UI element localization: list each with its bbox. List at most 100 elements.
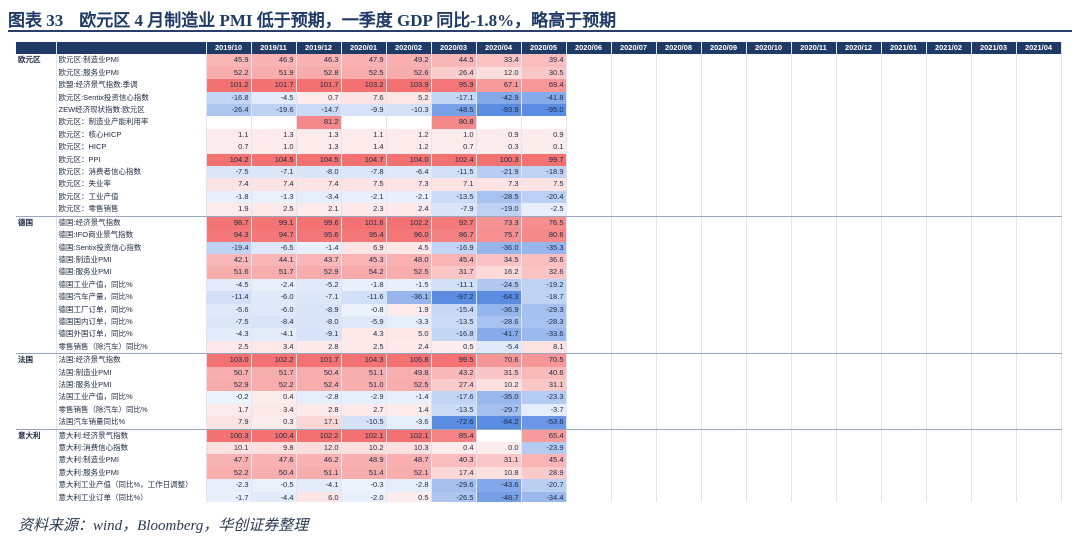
- value-cell: [566, 340, 612, 355]
- value-cell: [881, 229, 927, 242]
- value-cell: [566, 429, 612, 442]
- value-cell: [881, 328, 927, 341]
- value-cell: [746, 315, 792, 329]
- value-cell: 101.7: [296, 79, 342, 92]
- value-cell: [836, 391, 882, 404]
- value-cell: [656, 153, 702, 167]
- value-cell: [341, 116, 387, 129]
- value-cell: 48.0: [386, 253, 432, 267]
- value-cell: 100.3: [206, 429, 252, 442]
- value-cell: [566, 328, 612, 341]
- value-cell: [971, 229, 1017, 242]
- table-row: 德国:Sentix投资信心指数 -19.4 -6.5 -1.4 6.9 4.5 -16.9-…: [16, 241, 1062, 254]
- value-cell: [701, 366, 747, 379]
- value-cell: [746, 291, 792, 304]
- value-cell: [611, 378, 657, 392]
- row-label: 欧盟:经济景气指数:季调: [56, 79, 207, 92]
- figure-title: 图表 33 欧元区 4 月制造业 PMI 低于预期，一季度 GDP 同比-1.8…: [8, 6, 1072, 32]
- value-cell: [836, 266, 882, 279]
- value-cell: [656, 466, 702, 480]
- value-cell: [1016, 403, 1062, 417]
- value-cell: 52.6: [386, 66, 432, 80]
- value-cell: [971, 491, 1017, 502]
- value-cell: [1016, 178, 1062, 191]
- value-cell: -28.3: [521, 315, 567, 329]
- table-row: 欧盟:经济景气指数:季调 101.2 101.7 101.7 103.2 103.9 95.…: [16, 79, 1062, 92]
- row-group: 欧元区: [16, 54, 57, 67]
- value-cell: 0.7: [431, 141, 477, 154]
- value-cell: [836, 190, 882, 204]
- value-cell: [701, 429, 747, 442]
- value-cell: [1016, 141, 1062, 154]
- row-group: 法国: [16, 353, 57, 367]
- value-cell: 30.5: [521, 66, 567, 80]
- value-cell: 10.8: [476, 466, 522, 480]
- value-cell: -28.5: [476, 190, 522, 204]
- value-cell: [566, 315, 612, 329]
- value-cell: [656, 353, 702, 367]
- value-cell: [881, 153, 927, 167]
- value-cell: 2.5: [341, 340, 387, 355]
- value-cell: [1016, 454, 1062, 467]
- value-cell: [971, 266, 1017, 279]
- value-cell: [836, 216, 882, 230]
- value-cell: -13.5: [431, 403, 477, 417]
- value-cell: 17.4: [431, 466, 477, 480]
- row-group: [16, 340, 57, 355]
- value-cell: [836, 353, 882, 367]
- value-cell: [701, 153, 747, 167]
- value-cell: 6.9: [341, 241, 387, 254]
- value-cell: 51.1: [341, 366, 387, 379]
- value-cell: [566, 391, 612, 404]
- value-cell: [611, 141, 657, 154]
- table-row: 欧元区:服务业PMI 52.2 51.9 52.8 52.5 52.6 26.4 12.0 30…: [16, 66, 1062, 80]
- value-cell: -14.7: [296, 104, 342, 117]
- value-cell: [971, 253, 1017, 267]
- value-cell: [206, 116, 252, 129]
- value-cell: 39.4: [521, 54, 567, 67]
- value-cell: -6.4: [386, 166, 432, 179]
- value-cell: [836, 479, 882, 492]
- value-cell: [656, 104, 702, 117]
- value-cell: [566, 203, 612, 217]
- value-cell: [881, 466, 927, 480]
- value-cell: [881, 366, 927, 379]
- value-cell: [926, 454, 972, 467]
- row-label: 欧元区：PPI: [56, 153, 207, 167]
- value-cell: -17.6: [431, 391, 477, 404]
- value-cell: 52.2: [251, 378, 297, 392]
- value-cell: 1.0: [251, 141, 297, 154]
- value-cell: [836, 241, 882, 254]
- value-cell: [791, 266, 837, 279]
- value-cell: [656, 79, 702, 92]
- value-cell: [836, 141, 882, 154]
- value-cell: [881, 66, 927, 80]
- row-label: 德国:IFO商业景气指数: [56, 229, 207, 242]
- value-cell: -84.2: [476, 416, 522, 430]
- value-cell: [971, 391, 1017, 404]
- value-cell: [881, 104, 927, 117]
- value-cell: -1.8: [206, 190, 252, 204]
- value-cell: [926, 153, 972, 167]
- row-group: 意大利: [16, 429, 57, 442]
- value-cell: [836, 229, 882, 242]
- value-cell: 103.0: [206, 353, 252, 367]
- value-cell: 1.3: [296, 141, 342, 154]
- table-row: 意大利:消费信心指数 10.1 9.8 12.0 10.2 10.3 0.4 0.0 -23.9: [16, 442, 1062, 455]
- value-cell: [926, 229, 972, 242]
- value-cell: [1016, 229, 1062, 242]
- value-cell: [1016, 366, 1062, 379]
- value-cell: [1016, 442, 1062, 455]
- row-label: 欧元区：消费者信心指数: [56, 166, 207, 179]
- value-cell: [836, 91, 882, 105]
- row-label: 德国汽车产量，同比%: [56, 291, 207, 304]
- value-cell: [926, 391, 972, 404]
- value-cell: [701, 54, 747, 67]
- value-cell: [611, 266, 657, 279]
- value-cell: -6.0: [251, 291, 297, 304]
- value-cell: [566, 190, 612, 204]
- value-cell: -5.4: [476, 340, 522, 355]
- value-cell: [791, 79, 837, 92]
- value-cell: [881, 54, 927, 67]
- value-cell: [611, 442, 657, 455]
